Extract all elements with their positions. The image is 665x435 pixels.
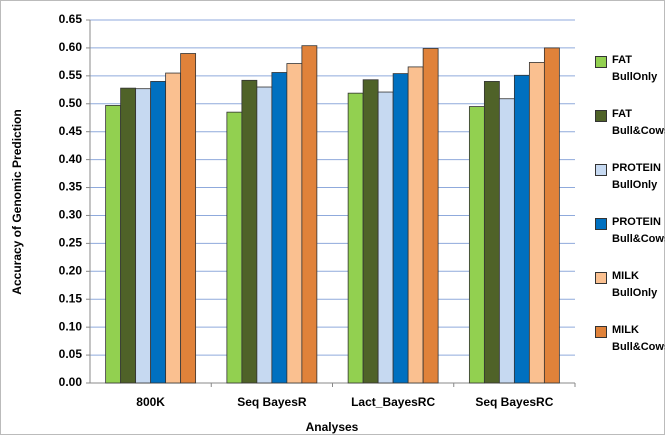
y-axis-label: Accuracy of Genomic Prediction (10, 109, 24, 294)
x-tick-label: Lact_BayesRC (351, 395, 435, 409)
legend-swatch (595, 164, 607, 176)
y-tick-label: 0.15 (59, 291, 83, 305)
legend-label: MILK BullOnly (612, 270, 658, 299)
bar (347, 92, 364, 384)
y-tick-label: 0.60 (59, 40, 83, 54)
y-tick-label: 0.05 (59, 347, 83, 361)
bar (498, 98, 515, 384)
y-tick-label: 0.25 (59, 236, 83, 250)
legend-item: FAT Bull&Cows (595, 106, 665, 160)
x-axis-label: Analyses (306, 420, 359, 434)
bar (120, 87, 137, 384)
bar (286, 63, 303, 384)
legend-swatch (595, 56, 607, 68)
bar (422, 48, 439, 384)
bar (135, 88, 152, 384)
legend-swatch (595, 272, 607, 284)
bar (271, 72, 288, 384)
bar (105, 105, 122, 384)
y-tick-label: 0.00 (59, 375, 83, 389)
y-tick-label: 0.40 (59, 152, 83, 166)
bar (392, 73, 409, 384)
legend-item: MILK Bull&Cows (595, 322, 665, 376)
bar (150, 81, 167, 384)
legend-item: FAT BullOnly (595, 52, 663, 106)
legend-label: PROTEIN Bull&Cows (612, 216, 665, 245)
legend-label: PROTEIN BullOnly (612, 162, 661, 191)
legend-item: MILK BullOnly (595, 268, 663, 322)
x-tick-label: Seq BayesR (237, 395, 307, 409)
y-tick-label: 0.50 (59, 96, 83, 110)
bar (241, 79, 258, 384)
legend-label: FAT BullOnly (612, 54, 658, 83)
legend-swatch (595, 218, 607, 230)
bar (468, 106, 485, 384)
legend-label: FAT Bull&Cows (612, 108, 665, 137)
legend-item: PROTEIN BullOnly (595, 160, 663, 214)
legend-swatch (595, 326, 607, 338)
bar (256, 86, 273, 384)
bar (180, 53, 197, 384)
bar (543, 47, 560, 384)
x-tick-label: 800K (136, 395, 165, 409)
legend-label: MILK Bull&Cows (612, 324, 665, 353)
bar (483, 81, 500, 384)
bar (377, 91, 394, 384)
y-tick-label: 0.35 (59, 180, 83, 194)
bar (528, 62, 545, 384)
bar (362, 79, 379, 384)
legend-swatch (595, 110, 607, 122)
bar (301, 45, 318, 384)
bar (513, 74, 530, 384)
bar (165, 72, 182, 384)
bar (226, 111, 243, 384)
y-tick-label: 0.65 (59, 12, 83, 26)
y-tick-label: 0.45 (59, 124, 83, 138)
legend-item: PROTEIN Bull&Cows (595, 214, 665, 268)
y-tick-label: 0.10 (59, 319, 83, 333)
bar (407, 66, 424, 384)
x-tick-label: Seq BayesRC (475, 395, 553, 409)
y-tick-label: 0.55 (59, 68, 83, 82)
y-tick-label: 0.20 (59, 263, 83, 277)
legend: FAT BullOnly FAT Bull&Cows PROTEIN BullOnl… (595, 52, 665, 376)
y-tick-label: 0.30 (59, 208, 83, 222)
